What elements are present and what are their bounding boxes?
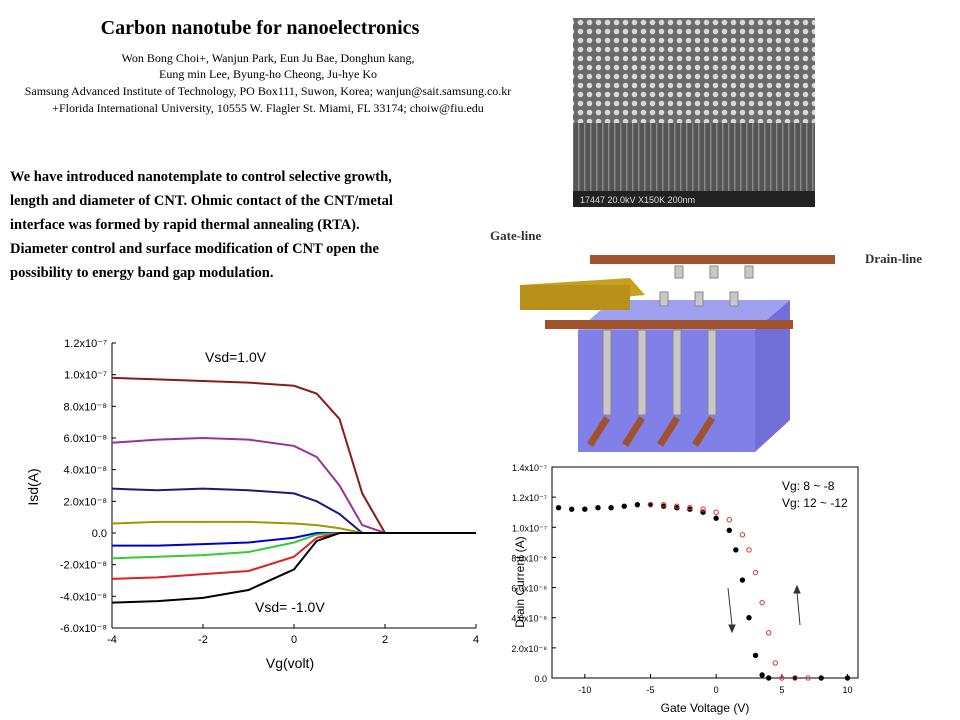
data-point [568,506,575,512]
y-tick-label: 2.0x10⁻⁸ [511,644,547,654]
y-tick-label: -2.0x10⁻⁸ [60,560,107,572]
data-point [713,509,719,515]
x-tick-label: -2 [198,634,208,646]
data-point [765,630,772,636]
curve [112,532,476,547]
data-point [674,503,680,509]
data-point [733,547,739,553]
data-point [772,660,778,666]
data-point [726,517,732,523]
x-axis-label: Gate Voltage (V) [661,701,750,715]
y-tick-label: 1.2x10⁻⁷ [512,493,547,503]
paragraph: We have introduced nanotemplate to contr… [10,169,393,281]
data-point [647,501,654,508]
data-point [595,504,601,511]
text-line: interface was formed by rapid thermal an… [10,217,360,233]
y-tick-label: 0.0 [92,528,107,540]
annotation: Vsd= -1.0V [255,599,325,615]
y-tick-label: 2.0x10⁻⁸ [64,496,107,508]
data-point [759,672,765,678]
data-point [700,506,706,512]
x-tick-label: 0 [291,634,297,646]
chart-background [510,455,872,720]
gate-label: Gate-line [490,228,541,243]
y-tick-label: 1.0x10⁻⁷ [64,370,107,382]
text-line: Diameter control and surface modificatio… [10,241,379,257]
drain-label: Drain-line [865,251,922,266]
curve [111,520,476,534]
y-tick-label: 6.0x10⁻⁸ [64,433,107,445]
data-point [739,532,746,538]
y-tick-label: 8.0x10⁻⁸ [511,553,547,563]
data-point [765,675,772,681]
data-point [660,501,667,508]
affiliation: Samsung Advanced Institute of Technology… [25,84,512,98]
data-point [621,503,627,509]
sem-photo: 17447 20.0kV X150K 200nm [573,18,815,207]
x-tick-label: -5 [646,685,654,695]
x-tick-label: 2 [382,634,388,646]
y-axis-label: Isd(A) [25,468,41,505]
annotation: Vg: 8 ~ -8 [782,479,835,493]
y-tick-label: 1.2x10⁻⁷ [64,338,107,350]
authors: Won Bong Choi+, Wanjun Park, Eun Ju Bae,… [122,51,415,65]
text-line: We have introduced nanotemplate to contr… [10,169,392,185]
y-tick-label: -6.0x10⁻⁸ [60,623,107,635]
data-point [752,652,759,659]
y-tick-label: 0.0 [534,674,547,684]
y-tick-label: 8.0x10⁻⁸ [64,401,107,413]
data-point [779,675,785,681]
y-tick-label: -4.0x10⁻⁸ [60,591,107,603]
curve [111,376,476,534]
data-point [608,504,614,511]
y-tick-label: 4.0x10⁻⁸ [64,465,107,477]
device-diagram: Gate-line Drain-line [490,228,922,452]
data-point [726,527,732,533]
curve [111,487,476,534]
data-point [805,675,811,681]
x-tick-label: -10 [578,685,591,695]
data-point [818,675,824,681]
text-line: possibility to energy band gap modulatio… [10,265,273,281]
y-tick-label: 1.0x10⁻⁷ [512,523,547,533]
x-axis-label: Vg(volt) [266,655,314,671]
data-point [844,675,851,681]
y-tick-label: 1.4x10⁻⁷ [512,463,547,473]
x-tick-label: 0 [714,685,719,695]
affiliation: +Florida International University, 10555… [52,101,484,115]
y-tick-label: 6.0x10⁻⁸ [511,584,547,594]
sweep-arrows [727,584,801,634]
data-point [555,504,562,511]
title: Carbon nanotube for nanoelectronics [101,17,420,39]
data-point [746,547,752,553]
data-point [582,506,588,512]
x-tick-label: 5 [779,685,784,695]
photo-caption: 17447 20.0kV X150K 200nm [580,195,695,205]
annotation: Vg: 12 ~ -12 [782,496,848,510]
text-line: length and diameter of CNT. Ohmic contac… [10,193,393,209]
curve [111,532,476,604]
annotation: Vsd=1.0V [205,349,267,365]
x-tick-label: 4 [473,634,479,646]
iv-chart: 1.2x10⁻⁷ 1.0x10⁻⁷ 8.0x10⁻⁸ 6.0x10⁻⁸ 4.0x10⁻⁸… [25,338,479,671]
data-point [687,504,693,511]
data-point [752,569,759,576]
data-point [792,675,798,681]
data-point [739,577,746,583]
plot-frame [551,466,859,679]
x-tick-label: -4 [107,634,117,646]
y-axis-label: Drain Current (A) [513,536,527,627]
data-point [713,515,719,521]
x-tick-label: 10 [842,685,852,695]
authors: Eung min Lee, Byung-ho Cheong, Ju-hye Ko [159,67,377,81]
data-point [759,599,765,606]
transfer-chart: 1.4x10⁻⁷ 1.2x10⁻⁷ 1.0x10⁻⁷ 8.0x10⁻⁸ 6.0x10⁻⁸… [511,463,859,715]
curve [111,436,476,534]
data-point [746,615,752,621]
y-tick-label: 4.0x10⁻⁸ [511,614,547,624]
data-point [634,501,641,508]
